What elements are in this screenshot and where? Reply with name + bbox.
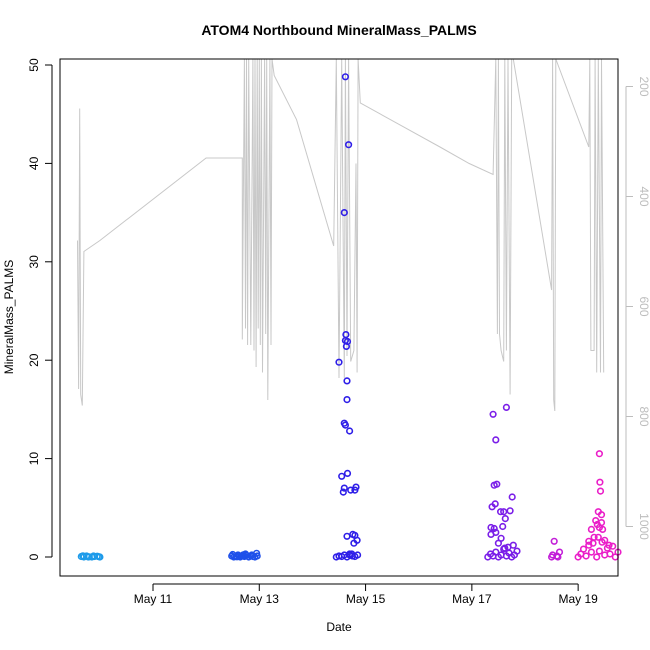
data-point-flight-6 [587,525,596,534]
data-point-flight-3 [343,532,351,540]
data-point-flight-4 [508,493,516,501]
data-point-flight-6 [594,533,602,541]
y-tick-label: 40 [27,156,41,170]
data-point-flight-6 [589,539,597,547]
data-point-flight-4 [500,508,508,516]
data-point-flight-4 [487,523,495,532]
data-point-flight-3 [348,550,356,558]
x-tick-label: May 11 [134,592,173,606]
data-point-flight-6 [595,547,604,555]
data-point-flight-3 [343,396,351,404]
data-point-flight-6 [598,525,607,534]
data-point-flight-6 [593,553,601,561]
right-tick-label: 600 [637,296,650,316]
data-point-flight-4 [497,508,505,516]
data-point-flight-3 [341,421,350,429]
data-point-flight-6 [597,511,606,519]
data-point-flight-5 [550,537,558,545]
data-point-flight-6 [595,450,604,458]
x-tick-label: May 17 [452,592,492,606]
data-point-flight-3 [335,358,343,366]
chart-title: ATOM4 Northbound MineralMass_PALMS [201,22,476,38]
data-point-flight-3 [343,337,352,346]
y-axis-label: MineralMass_PALMS [2,260,16,374]
data-point-flight-4 [506,507,514,515]
y-tick-label: 20 [27,353,41,367]
data-point-flight-3 [352,483,360,491]
y-tick-label: 30 [27,255,41,269]
data-point-flight-6 [601,536,609,544]
data-point-flight-4 [502,403,511,412]
y-tick-label: 10 [27,452,41,466]
right-tick-label: 200 [637,76,650,96]
data-point-flight-3 [350,539,358,547]
data-point-flight-4 [490,524,498,533]
data-point-flight-6 [609,542,617,550]
right-tick-label: 1000 [637,513,650,540]
data-point-flight-3 [338,472,346,480]
x-tick-label: May 19 [558,592,598,606]
x-tick-label: May 13 [240,592,280,606]
data-point-flight-6 [605,541,613,549]
plot-area: 0 10 20 30 40 50 May 11 May 13 May 15 May 17 May 1… [27,58,650,606]
data-point-flight-6 [582,552,590,560]
right-tick-label: 800 [637,406,650,426]
plot-frame [59,58,619,577]
data-point-flight-3 [347,486,355,494]
altitude-line [77,58,605,412]
x-tick-label: May 15 [346,592,386,606]
data-point-flight-6 [592,516,600,525]
data-point-flight-3 [340,484,348,492]
data-point-flight-3 [343,377,351,385]
data-point-flight-3 [340,209,348,217]
data-point-flight-6 [587,548,596,556]
data-point-flight-4 [501,544,509,552]
data-point-flight-2 [253,549,261,557]
data-point-flight-3 [346,427,354,435]
data-point-flight-2 [239,551,247,559]
data-point-flight-4 [489,410,497,418]
data-point-flight-4 [492,436,500,444]
data-point-flight-4 [509,541,517,549]
data-point-flight-1 [95,553,103,561]
data-point-flight-3 [342,331,350,339]
x-axis-label: Date [326,620,352,634]
data-point-flight-2 [233,553,241,561]
y-tick-label: 0 [27,553,41,560]
data-point-flight-3 [345,141,353,149]
data-point-flight-4 [499,522,507,531]
data-point-flight-5 [554,553,562,561]
data-point-flight-6 [579,545,588,553]
right-tick-label: 400 [637,186,650,206]
data-point-flight-6 [596,487,605,495]
data-point-flight-4 [491,500,499,508]
data-point-flight-3 [339,488,347,496]
data-point-flight-4 [494,539,503,547]
y-tick-label: 50 [27,58,41,72]
data-point-flight-4 [493,480,501,488]
data-point-flight-4 [513,547,521,555]
data-point-flight-6 [606,550,614,558]
data-point-flight-4 [501,514,509,523]
data-point-flight-3 [343,469,352,478]
data-point-flight-3 [341,73,350,81]
data-point-flight-6 [596,478,604,486]
data-point-flight-4 [492,528,500,537]
